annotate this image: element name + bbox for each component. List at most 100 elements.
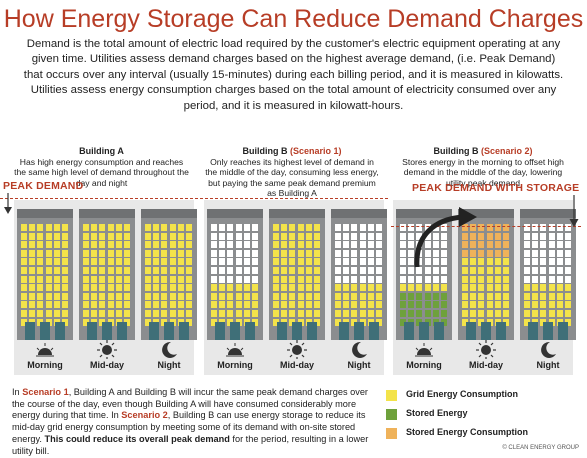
building-window [107, 232, 114, 240]
building-window [83, 267, 89, 274]
building-window [145, 224, 151, 231]
building-window [305, 224, 312, 231]
building-window [335, 249, 341, 257]
building-window [115, 249, 122, 257]
building-window [227, 267, 234, 274]
building-window [408, 301, 415, 309]
building-window [177, 292, 184, 300]
page-title: How Energy Storage Can Reduce Demand Cha… [3, 5, 584, 33]
building-window [441, 284, 447, 292]
building-window [351, 232, 358, 240]
building-window [441, 292, 447, 300]
building-window [462, 301, 468, 309]
building-window [503, 224, 509, 231]
building-window [107, 224, 114, 231]
building-window [115, 267, 122, 274]
building-door [277, 322, 287, 340]
building-window [219, 310, 226, 317]
building-window [494, 241, 501, 249]
building-window [335, 318, 341, 326]
building-window [359, 232, 366, 240]
building-window [297, 275, 304, 283]
building-window [145, 301, 151, 309]
building-door [245, 322, 255, 340]
building-window [243, 224, 250, 231]
building-window [37, 275, 44, 283]
building-window [45, 224, 52, 231]
building-window [540, 292, 547, 300]
building-window [343, 310, 350, 317]
building-window [351, 241, 358, 249]
building-window [335, 267, 341, 274]
building-window [21, 318, 27, 326]
building-roof [396, 209, 452, 218]
legend-swatch-stored-consumption [386, 428, 397, 439]
building-window [83, 284, 89, 292]
building-window [107, 284, 114, 292]
building-window [486, 284, 493, 292]
building-door [25, 322, 35, 340]
building-window [186, 224, 192, 231]
building-window [416, 258, 423, 266]
building-window [408, 232, 415, 240]
building-window [145, 318, 151, 326]
building-window [177, 267, 184, 274]
building-window [227, 258, 234, 266]
moon-icon [162, 341, 177, 358]
building-window [29, 249, 36, 257]
building-window [153, 232, 160, 240]
building-window [273, 267, 279, 274]
building-window [305, 292, 312, 300]
building-window [289, 292, 296, 300]
building-window [62, 267, 68, 274]
building-window [53, 258, 60, 266]
building-window [314, 249, 320, 257]
building-window [186, 267, 192, 274]
building-window [462, 258, 468, 266]
building-window [161, 267, 168, 274]
peak-demand-line [0, 198, 388, 199]
building-window [235, 249, 242, 257]
building-window [29, 232, 36, 240]
building-window [124, 258, 130, 266]
building-door [466, 322, 476, 340]
building-roof [141, 209, 197, 218]
building-window [177, 258, 184, 266]
building-window [186, 241, 192, 249]
building-window [227, 275, 234, 283]
building-window [124, 275, 130, 283]
building-window [99, 275, 106, 283]
building-window [281, 275, 288, 283]
building-window [124, 310, 130, 317]
building-window [424, 241, 431, 249]
building-window [343, 292, 350, 300]
building-window [416, 292, 423, 300]
peak-demand-label: PEAK DEMAND [3, 180, 84, 192]
building-window [124, 301, 130, 309]
time-label: Night [347, 360, 371, 370]
building-window [219, 224, 226, 231]
building-window [83, 292, 89, 300]
building-window [486, 232, 493, 240]
building-window [314, 301, 320, 309]
building-window [281, 310, 288, 317]
building-window [376, 232, 382, 240]
building-window [83, 301, 89, 309]
building-window [416, 224, 423, 231]
building-window [494, 232, 501, 240]
building-window [400, 292, 406, 300]
building-window [359, 284, 366, 292]
building-window [441, 241, 447, 249]
panel-b1-scenario: (Scenario 1) [289, 146, 342, 156]
building-window [21, 241, 27, 249]
building-window [91, 310, 98, 317]
building-window [53, 301, 60, 309]
building [458, 209, 514, 340]
building-window [494, 292, 501, 300]
building [331, 209, 387, 340]
building-window [305, 241, 312, 249]
building-window [548, 310, 555, 317]
building-window [540, 310, 547, 317]
building-window [53, 241, 60, 249]
building-window [211, 301, 217, 309]
